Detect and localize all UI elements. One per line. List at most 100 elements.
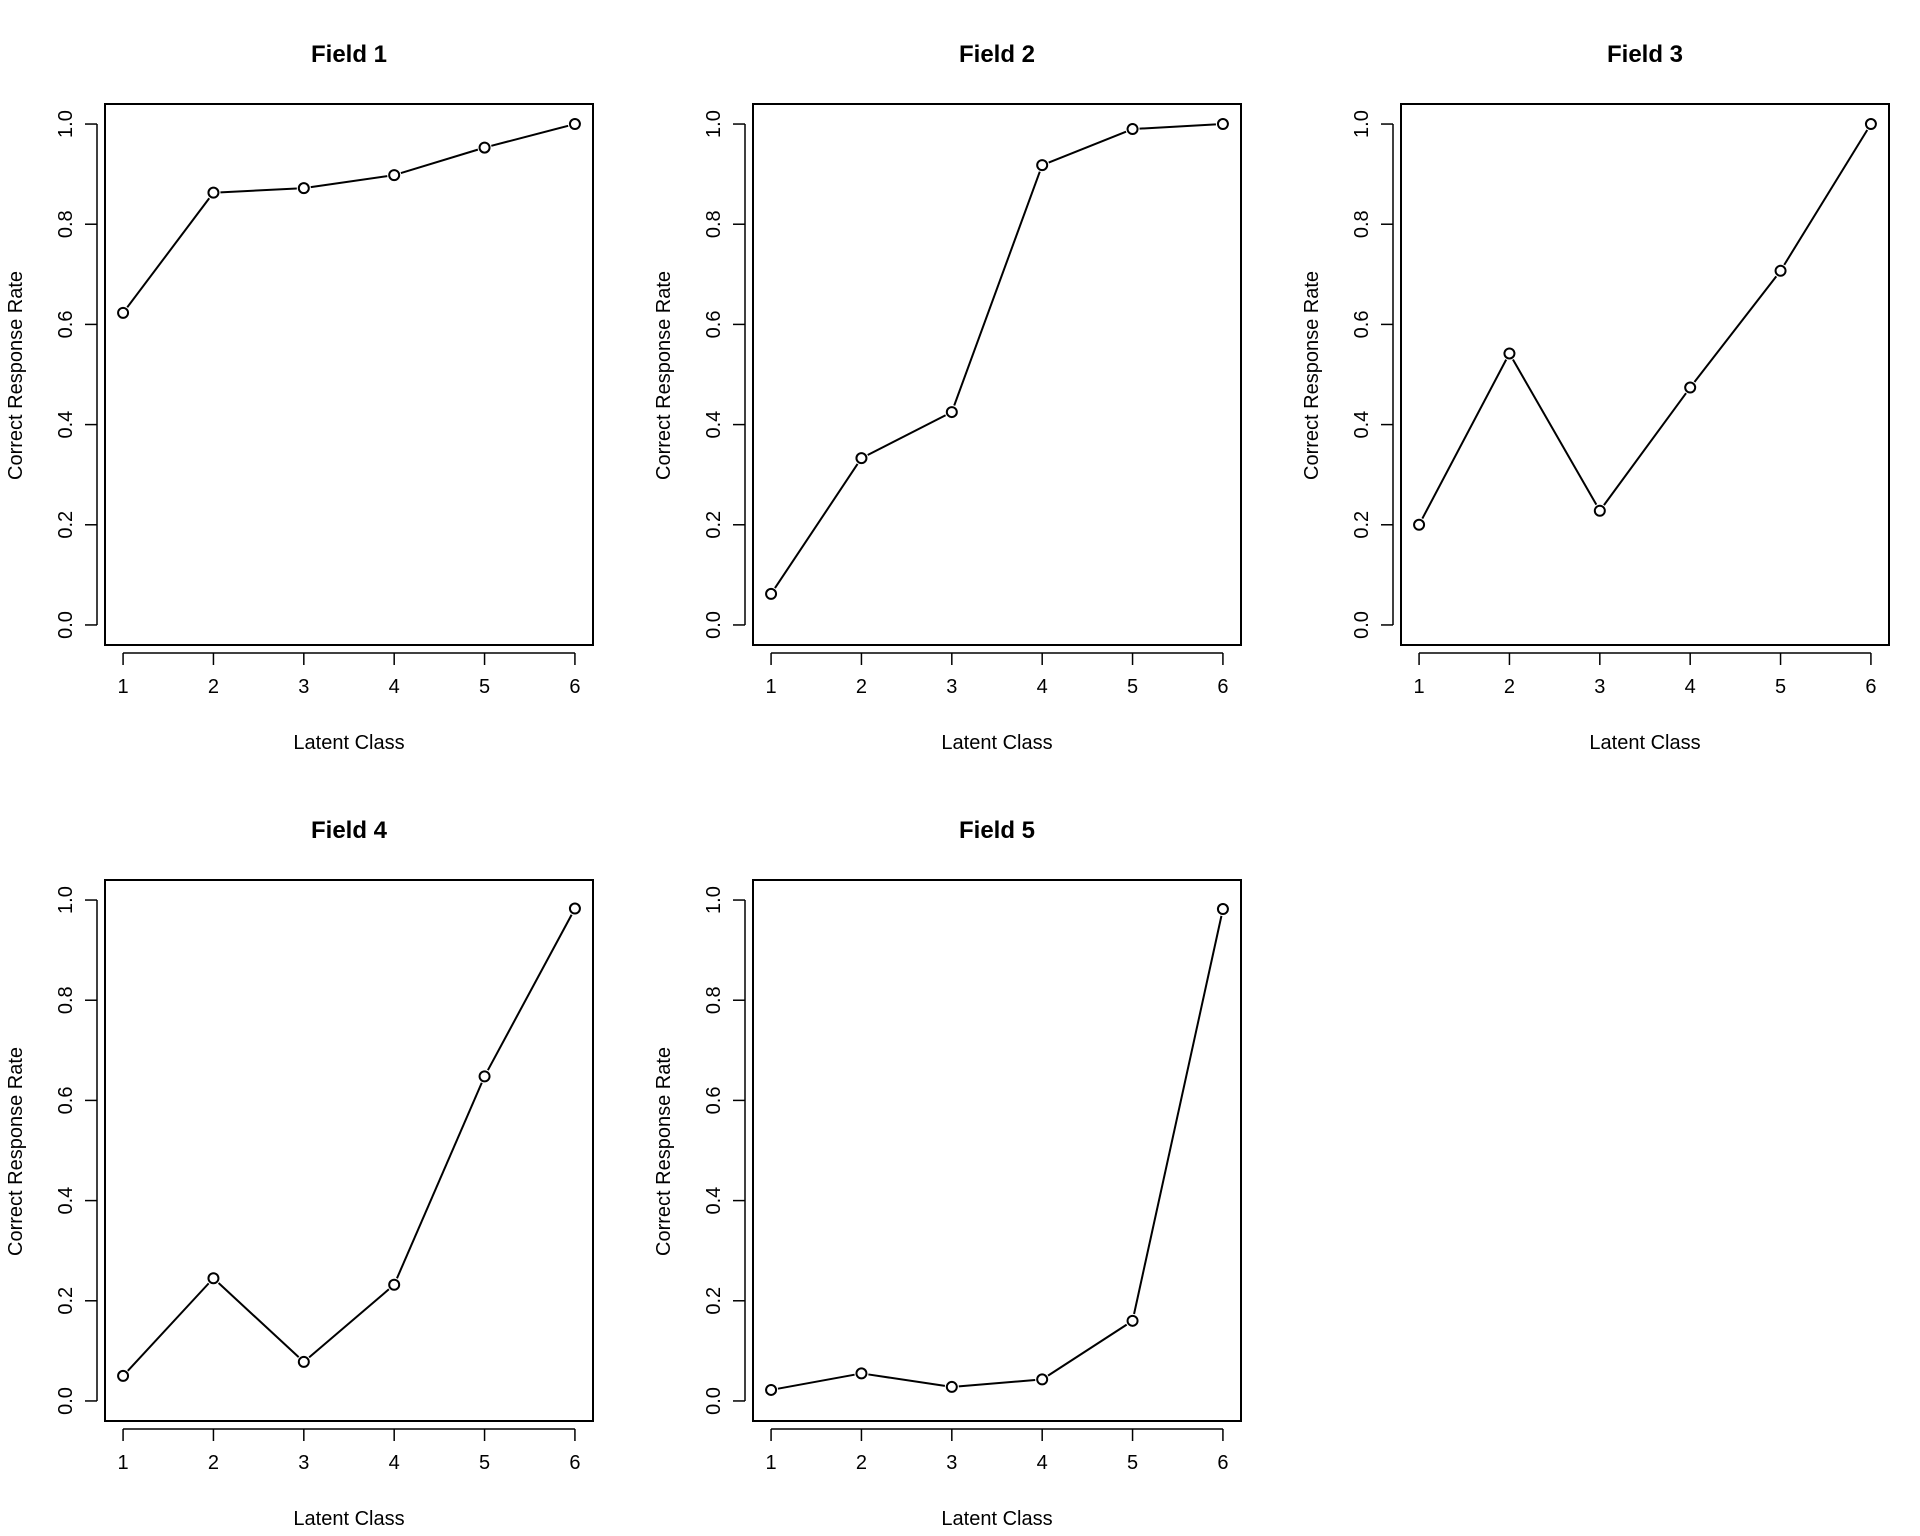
series-line-segment	[127, 1282, 210, 1372]
y-tick-label: 0.4	[1351, 411, 1373, 439]
y-tick-label: 0.0	[1351, 611, 1373, 639]
series-line-segment	[953, 171, 1041, 406]
series-line-segment	[396, 1082, 483, 1279]
data-point	[478, 141, 491, 154]
data-point	[568, 902, 581, 915]
x-tick-label: 3	[946, 676, 957, 698]
series-line-segment	[1512, 359, 1598, 506]
y-tick-label: 0.6	[703, 311, 725, 339]
data-point	[765, 1383, 778, 1396]
x-tick-label: 2	[856, 1452, 867, 1474]
plot-frame	[752, 103, 1242, 646]
data-point	[117, 306, 130, 319]
plot-frame	[752, 879, 1242, 1422]
chart-panel: Field 2 1 2 3 4 5 6 0.0 0.2 0.4 0.6 0.8 1.0 Latent Cl…	[653, 41, 1242, 754]
x-tick-label: 5	[1127, 676, 1138, 698]
y-tick-label: 0.8	[1351, 210, 1373, 238]
series-line-segment	[310, 175, 388, 189]
data-point	[1126, 1314, 1139, 1327]
data-point	[1413, 518, 1426, 531]
chart-panel: Field 1 1 2 3 4 5 6 0.0 0.2 0.4 0.6 0.8 1.0 Latent Cl…	[5, 41, 594, 754]
series-line-segment	[308, 1288, 390, 1359]
y-tick-label: 0.0	[55, 1387, 77, 1415]
data-point	[1126, 123, 1139, 136]
y-tick-label: 0.4	[55, 411, 77, 439]
series-line-segment	[400, 148, 479, 175]
y-axis-label: Correct Response Rate	[5, 271, 27, 480]
y-tick-label: 0.0	[703, 611, 725, 639]
x-tick-label: 2	[208, 676, 219, 698]
series-line-segment	[1693, 275, 1778, 383]
x-tick-label: 4	[389, 1452, 400, 1474]
data-point	[568, 118, 581, 131]
data-point	[945, 1380, 958, 1393]
y-axis-label: Correct Response Rate	[5, 1047, 27, 1256]
y-tick-label: 0.0	[703, 1387, 725, 1415]
x-tick-label: 6	[1217, 676, 1228, 698]
chart-panel: Field 4 1 2 3 4 5 6 0.0 0.2 0.4 0.6 0.8 1.0 Latent Cl…	[5, 817, 594, 1530]
series-line-segment	[958, 1379, 1036, 1388]
data-point	[207, 1272, 220, 1285]
x-tick-label: 4	[1037, 1452, 1048, 1474]
data-point	[1593, 504, 1606, 517]
series-line-segment	[1133, 915, 1223, 1315]
y-tick-label: 0.2	[55, 511, 77, 539]
x-tick-label: 2	[208, 1452, 219, 1474]
y-tick-label: 0.6	[703, 1087, 725, 1115]
x-axis-label: Latent Class	[293, 1508, 404, 1530]
y-tick-label: 0.8	[703, 210, 725, 238]
series-line-segment	[1603, 392, 1687, 506]
data-point	[945, 406, 958, 419]
series-line-segment	[1783, 129, 1869, 266]
series-line-segment	[1421, 359, 1508, 520]
x-tick-label: 3	[946, 1452, 957, 1474]
y-tick-label: 0.8	[55, 210, 77, 238]
x-tick-label: 5	[479, 1452, 490, 1474]
chart-panel: Field 5 1 2 3 4 5 6 0.0 0.2 0.4 0.6 0.8 1.0 Latent Cl…	[653, 817, 1242, 1530]
y-tick-label: 0.6	[55, 1087, 77, 1115]
x-tick-label: 4	[1037, 676, 1048, 698]
chart-title: Field 4	[311, 817, 388, 844]
x-tick-label: 1	[766, 676, 777, 698]
x-tick-label: 5	[479, 676, 490, 698]
y-axis-label: Correct Response Rate	[653, 271, 675, 480]
x-axis-label: Latent Class	[941, 732, 1052, 754]
data-point	[1036, 159, 1049, 172]
data-point	[388, 169, 401, 182]
series-line-segment	[220, 187, 297, 194]
series-line-segment	[1047, 1323, 1128, 1377]
data-point	[1216, 903, 1229, 916]
y-tick-label: 0.6	[55, 311, 77, 339]
data-point	[765, 587, 778, 600]
x-tick-label: 1	[766, 1452, 777, 1474]
y-tick-label: 0.2	[703, 1287, 725, 1315]
x-tick-label: 2	[1504, 676, 1515, 698]
y-tick-label: 0.4	[55, 1187, 77, 1215]
x-tick-label: 2	[856, 676, 867, 698]
plot-frame	[1400, 103, 1890, 646]
x-tick-label: 6	[1217, 1452, 1228, 1474]
y-tick-label: 1.0	[703, 110, 725, 138]
y-tick-label: 0.2	[1351, 511, 1373, 539]
x-tick-label: 3	[1594, 676, 1605, 698]
data-point	[478, 1070, 491, 1083]
y-axis-label: Correct Response Rate	[1301, 271, 1323, 480]
y-tick-label: 1.0	[55, 886, 77, 914]
data-point	[1036, 1373, 1049, 1386]
y-tick-label: 0.8	[703, 986, 725, 1014]
series-line-segment	[868, 1373, 946, 1387]
chart-panel: Field 3 1 2 3 4 5 6 0.0 0.2 0.4 0.6 0.8 1.0 Latent Cl…	[1301, 41, 1890, 754]
y-tick-label: 0.2	[703, 511, 725, 539]
series-line-segment	[486, 914, 573, 1071]
y-tick-label: 0.0	[55, 611, 77, 639]
data-point	[297, 1355, 310, 1368]
data-point	[855, 1367, 868, 1380]
x-tick-label: 5	[1775, 676, 1786, 698]
y-tick-label: 0.4	[703, 1187, 725, 1215]
series-line-segment	[1139, 123, 1216, 130]
data-point	[388, 1278, 401, 1291]
y-tick-label: 0.8	[55, 986, 77, 1014]
series-line-segment	[774, 463, 859, 589]
x-tick-label: 5	[1127, 1452, 1138, 1474]
